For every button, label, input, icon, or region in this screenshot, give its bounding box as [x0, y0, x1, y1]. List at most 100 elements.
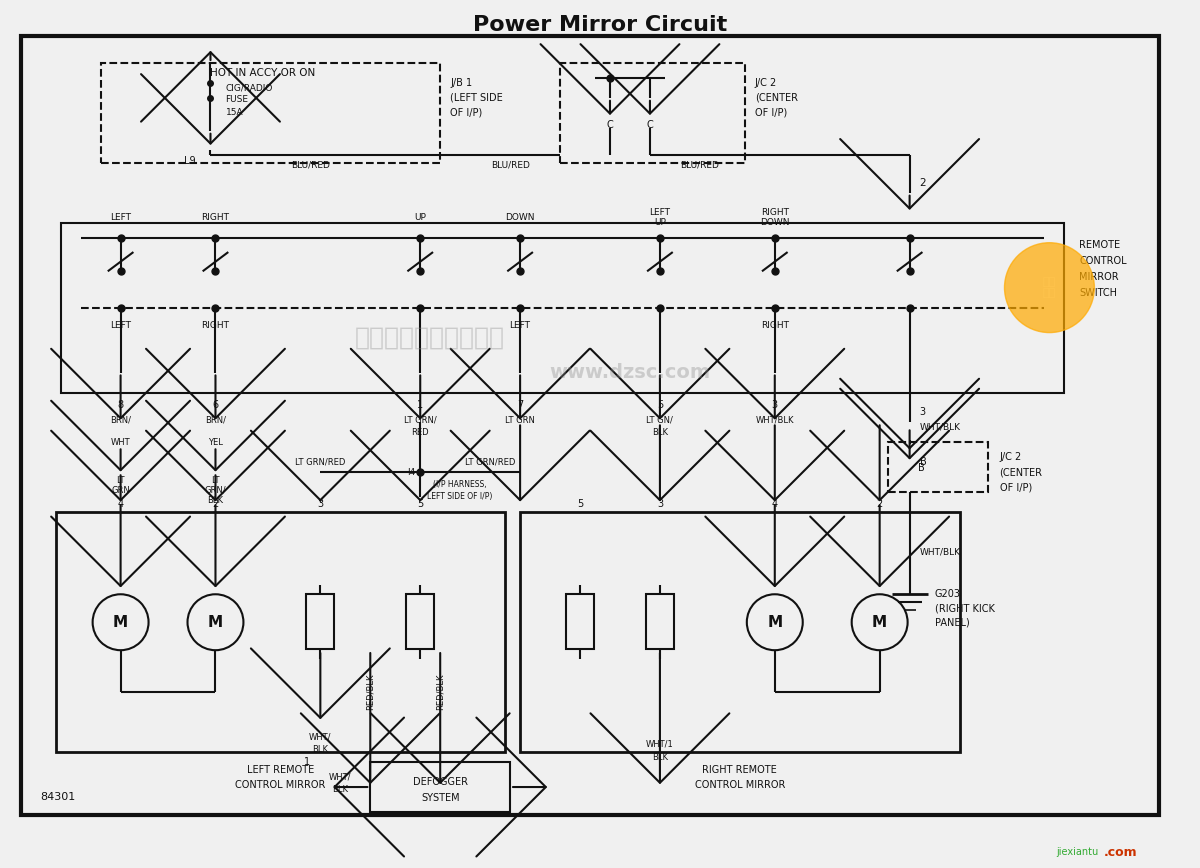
- Text: 5: 5: [418, 499, 424, 510]
- Text: 15A: 15A: [226, 108, 244, 117]
- Text: B: B: [918, 464, 924, 473]
- Text: BLU/RED: BLU/RED: [680, 161, 719, 169]
- Text: CONTROL: CONTROL: [1080, 256, 1127, 266]
- Text: BRN/: BRN/: [110, 416, 131, 425]
- Bar: [55, 512, 505, 752]
- Text: WHT/: WHT/: [329, 773, 352, 781]
- Text: 3: 3: [317, 499, 324, 510]
- Text: FUSE: FUSE: [226, 95, 248, 104]
- Text: RIGHT
DOWN: RIGHT DOWN: [760, 208, 790, 227]
- Bar: [306, 595, 335, 649]
- Text: Power Mirror Circuit: Power Mirror Circuit: [473, 15, 727, 35]
- Text: SWITCH: SWITCH: [1080, 287, 1117, 298]
- Text: WHT/BLK: WHT/BLK: [756, 416, 794, 425]
- Text: CONTROL MIRROR: CONTROL MIRROR: [235, 780, 325, 790]
- Text: 3: 3: [772, 399, 778, 410]
- Text: 4: 4: [118, 499, 124, 510]
- Text: CONTROL MIRROR: CONTROL MIRROR: [695, 780, 785, 790]
- Bar: [888, 443, 988, 492]
- Circle shape: [1004, 243, 1094, 332]
- Text: LT GRN/RED: LT GRN/RED: [295, 458, 346, 467]
- Text: 8: 8: [118, 399, 124, 410]
- Text: DOWN: DOWN: [505, 214, 535, 222]
- Text: BLU/RED: BLU/RED: [491, 161, 529, 169]
- Text: jiexiantu: jiexiantu: [1056, 847, 1098, 858]
- Text: M: M: [767, 615, 782, 629]
- Text: RIGHT: RIGHT: [202, 321, 229, 330]
- Text: 1: 1: [305, 757, 311, 767]
- Text: 维库
一下: 维库 一下: [1043, 277, 1056, 299]
- Text: LT GRN/RED: LT GRN/RED: [464, 458, 515, 467]
- Bar: [560, 62, 745, 163]
- Text: B: B: [919, 457, 926, 468]
- Text: .com: .com: [1104, 846, 1138, 858]
- Text: (CENTER: (CENTER: [1000, 467, 1043, 477]
- Text: YEL: YEL: [208, 438, 223, 447]
- Text: 4: 4: [772, 499, 778, 510]
- Text: 杭州路客科技有限公司: 杭州路客科技有限公司: [355, 326, 505, 350]
- Text: GRN: GRN: [112, 486, 130, 495]
- Text: RED/BLK: RED/BLK: [436, 674, 445, 710]
- Text: LEFT: LEFT: [510, 321, 530, 330]
- Text: M: M: [208, 615, 223, 629]
- Text: OF I/P): OF I/P): [755, 108, 787, 118]
- Text: RIGHT REMOTE: RIGHT REMOTE: [702, 765, 778, 775]
- Text: 84301: 84301: [41, 792, 76, 802]
- Text: RED/BLK: RED/BLK: [366, 674, 374, 710]
- Text: WHT: WHT: [110, 438, 131, 447]
- Text: BLK: BLK: [332, 785, 348, 793]
- Bar: [371, 762, 510, 812]
- Text: L9: L9: [184, 155, 196, 166]
- Bar: [407, 595, 434, 649]
- Text: CIG/RADIO: CIG/RADIO: [226, 83, 272, 92]
- Text: 5: 5: [577, 499, 583, 510]
- Text: LEFT REMOTE: LEFT REMOTE: [247, 765, 314, 775]
- Bar: [520, 512, 960, 752]
- Text: 7: 7: [517, 399, 523, 410]
- Text: REMOTE: REMOTE: [1080, 240, 1121, 250]
- Text: 3: 3: [919, 407, 925, 418]
- Text: J/C 2: J/C 2: [1000, 452, 1021, 463]
- Bar: [646, 595, 674, 649]
- Text: M: M: [872, 615, 887, 629]
- Bar: [61, 223, 1064, 392]
- Text: C: C: [647, 120, 653, 130]
- Text: LEFT SIDE OF I/P): LEFT SIDE OF I/P): [427, 492, 493, 501]
- Text: BLK: BLK: [312, 745, 329, 753]
- Text: OF I/P): OF I/P): [450, 108, 482, 118]
- Text: LEFT: LEFT: [110, 321, 131, 330]
- Text: HOT IN ACCY OR ON: HOT IN ACCY OR ON: [210, 68, 316, 78]
- Text: 5: 5: [656, 399, 664, 410]
- Text: 1: 1: [418, 399, 424, 410]
- Text: RED: RED: [412, 428, 430, 437]
- Text: C: C: [607, 120, 613, 130]
- Text: 2: 2: [919, 178, 926, 187]
- Text: 2: 2: [212, 499, 218, 510]
- Text: www.dzsc.com: www.dzsc.com: [550, 363, 710, 382]
- Text: BLK: BLK: [652, 428, 668, 437]
- Text: LT: LT: [211, 476, 220, 485]
- Text: 2: 2: [876, 499, 883, 510]
- Text: BLK: BLK: [652, 753, 668, 761]
- Text: WHT/1: WHT/1: [646, 740, 674, 748]
- Text: LEFT: LEFT: [110, 214, 131, 222]
- Text: G203: G203: [935, 589, 960, 599]
- Text: I4: I4: [407, 468, 415, 477]
- Text: (I/P HARNESS,: (I/P HARNESS,: [433, 480, 487, 489]
- Text: LT GRN/: LT GRN/: [404, 416, 437, 425]
- Text: J/C 2: J/C 2: [755, 78, 778, 88]
- Bar: [566, 595, 594, 649]
- Text: RIGHT: RIGHT: [202, 214, 229, 222]
- Text: UP: UP: [414, 214, 426, 222]
- Text: LT GRN: LT GRN: [505, 416, 535, 425]
- Text: 6: 6: [212, 399, 218, 410]
- Text: DEFOGGER: DEFOGGER: [413, 777, 468, 787]
- Text: M: M: [113, 615, 128, 629]
- Text: PANEL): PANEL): [935, 617, 970, 628]
- Text: GRN/: GRN/: [205, 486, 227, 495]
- Text: BLK: BLK: [208, 496, 223, 505]
- Text: RIGHT: RIGHT: [761, 321, 788, 330]
- Text: MIRROR: MIRROR: [1080, 272, 1120, 281]
- Text: (RIGHT KICK: (RIGHT KICK: [935, 603, 995, 614]
- Text: 3: 3: [656, 499, 662, 510]
